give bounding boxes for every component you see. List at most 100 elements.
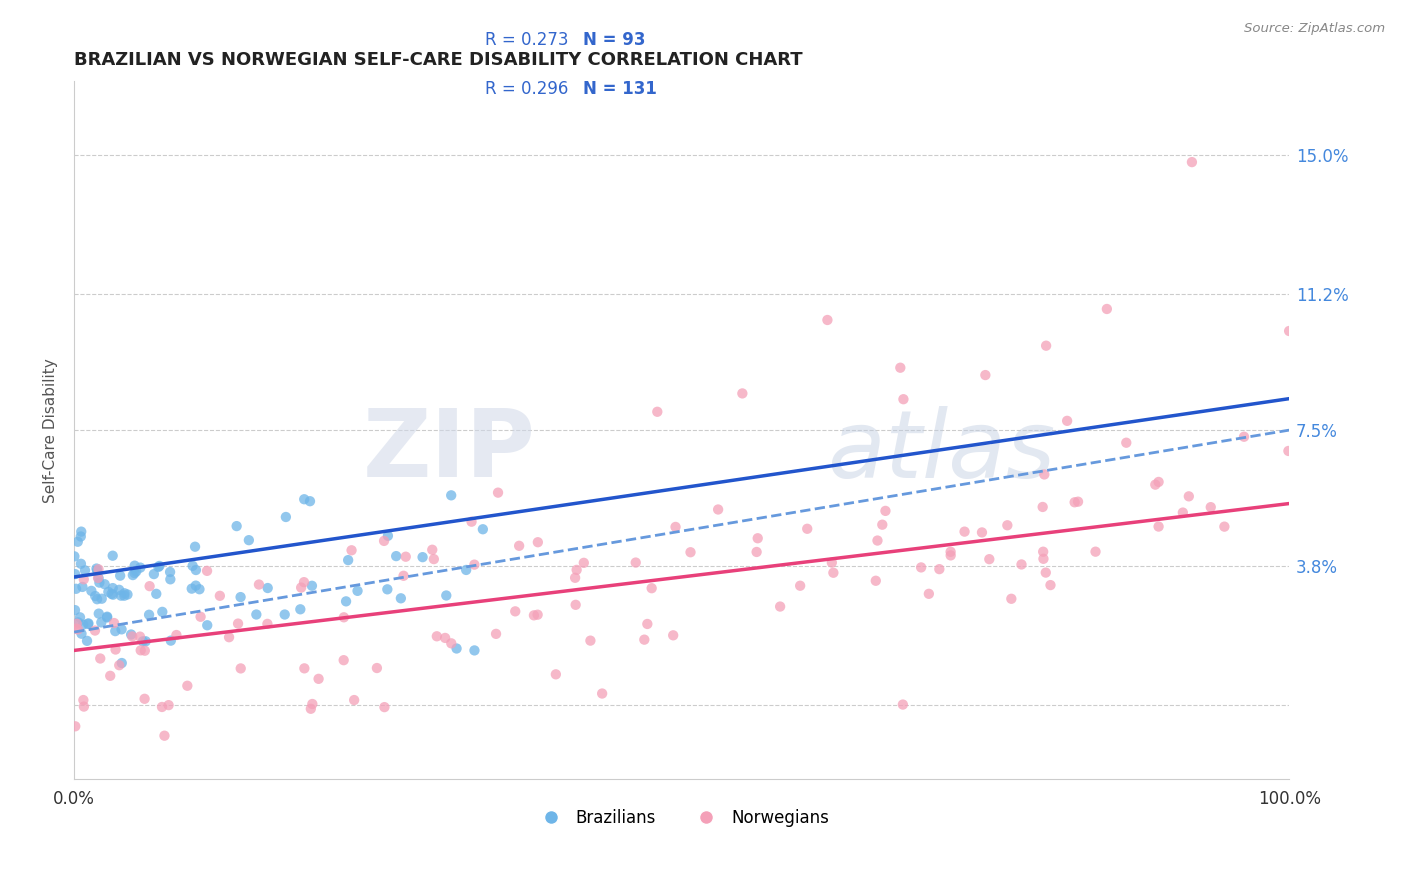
Point	[564, 598, 586, 612]
Point	[1032, 551, 1054, 566]
Point	[70, 626, 93, 640]
Point	[184, 563, 207, 577]
Point	[527, 535, 550, 549]
Point	[821, 556, 844, 570]
Point	[66, 623, 89, 637]
Point	[73, 563, 96, 577]
Point	[195, 618, 218, 632]
Point	[121, 568, 143, 582]
Point	[970, 525, 993, 540]
Point	[485, 627, 508, 641]
Point	[337, 553, 360, 567]
Point	[633, 632, 655, 647]
Point	[440, 488, 463, 502]
Point	[1084, 544, 1107, 558]
Point	[290, 581, 312, 595]
Point	[208, 589, 231, 603]
Point	[377, 529, 399, 543]
Point	[910, 560, 932, 574]
Point	[120, 627, 142, 641]
Point	[72, 693, 94, 707]
Point	[647, 405, 669, 419]
Point	[446, 641, 468, 656]
Point	[70, 557, 93, 571]
Point	[274, 607, 297, 622]
Point	[80, 583, 103, 598]
Point	[434, 589, 457, 603]
Point	[486, 485, 509, 500]
Point	[889, 360, 911, 375]
Point	[63, 603, 86, 617]
Point	[426, 629, 449, 643]
Point	[423, 552, 446, 566]
Point	[132, 634, 155, 648]
Point	[87, 571, 110, 585]
Point	[292, 575, 315, 590]
Point	[153, 729, 176, 743]
Point	[84, 624, 107, 638]
Point	[247, 577, 270, 591]
Point	[420, 542, 443, 557]
Point	[939, 549, 962, 563]
Point	[157, 698, 180, 713]
Point	[135, 634, 157, 648]
Point	[108, 582, 131, 597]
Point	[1056, 414, 1078, 428]
Point	[89, 575, 111, 590]
Point	[893, 392, 915, 407]
Point	[229, 661, 252, 675]
Point	[97, 585, 120, 599]
Y-axis label: Self-Care Disability: Self-Care Disability	[44, 358, 58, 502]
Point	[66, 534, 89, 549]
Point	[181, 558, 204, 573]
Point	[456, 563, 478, 577]
Point	[953, 524, 976, 539]
Point	[299, 702, 322, 716]
Point	[392, 568, 415, 582]
Point	[1095, 301, 1118, 316]
Point	[1011, 558, 1033, 572]
Point	[190, 609, 212, 624]
Point	[979, 552, 1001, 566]
Point	[150, 605, 173, 619]
Point	[440, 636, 463, 650]
Text: BRAZILIAN VS NORWEGIAN SELF-CARE DISABILITY CORRELATION CHART: BRAZILIAN VS NORWEGIAN SELF-CARE DISABIL…	[75, 51, 803, 69]
Point	[86, 563, 108, 577]
Point	[110, 589, 132, 603]
Point	[142, 567, 165, 582]
Point	[624, 556, 647, 570]
Text: R = 0.273: R = 0.273	[485, 31, 568, 49]
Point	[1181, 155, 1204, 169]
Point	[125, 565, 148, 579]
Point	[93, 577, 115, 591]
Point	[928, 562, 950, 576]
Legend: Brazilians, Norwegians: Brazilians, Norwegians	[527, 802, 835, 833]
Point	[138, 607, 160, 622]
Point	[591, 687, 613, 701]
Point	[769, 599, 792, 614]
Point	[65, 719, 87, 733]
Point	[108, 568, 131, 582]
Point	[1144, 477, 1167, 491]
Point	[63, 567, 86, 582]
Point	[995, 518, 1018, 533]
Point	[101, 549, 124, 563]
Point	[815, 313, 838, 327]
Point	[112, 589, 135, 603]
Point	[891, 698, 914, 712]
Point	[134, 643, 156, 657]
Point	[1032, 500, 1054, 514]
Point	[245, 607, 267, 622]
Point	[1171, 506, 1194, 520]
Point	[1035, 566, 1057, 580]
Point	[96, 609, 118, 624]
Point	[301, 697, 323, 711]
Point	[129, 560, 152, 574]
Point	[138, 579, 160, 593]
Point	[1277, 444, 1299, 458]
Point	[129, 643, 152, 657]
Point	[104, 642, 127, 657]
Point	[1032, 545, 1054, 559]
Point	[292, 661, 315, 675]
Point	[256, 616, 278, 631]
